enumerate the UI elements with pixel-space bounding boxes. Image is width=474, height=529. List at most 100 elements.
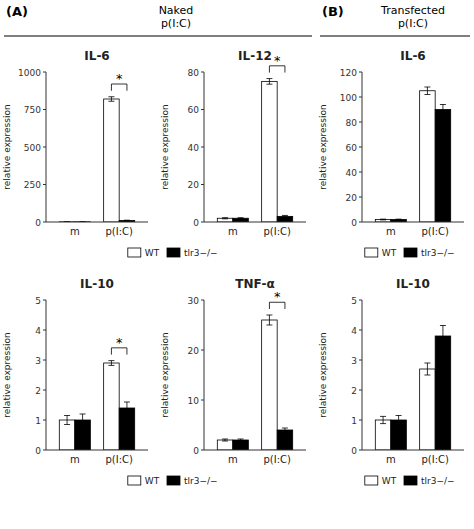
section-header-line: p(I:C) <box>161 17 191 30</box>
y-tick-label: 30 <box>188 296 200 306</box>
x-tick-label: p(I:C) <box>263 454 291 465</box>
y-tick-label: 0 <box>193 446 199 456</box>
y-tick <box>359 122 362 123</box>
y-tick <box>359 450 362 451</box>
error-bar <box>380 219 386 221</box>
significance-star: * <box>116 335 123 350</box>
y-tick-label: 40 <box>346 168 358 178</box>
y-tick-label: 0 <box>193 218 199 228</box>
legend-label: WT <box>382 476 397 486</box>
y-tick-label: 20 <box>188 180 200 190</box>
section-header: Transfectedp(I:C) <box>380 4 445 30</box>
bar <box>104 99 120 222</box>
x-tick-label: m <box>70 454 80 465</box>
y-tick-label: 0 <box>35 446 41 456</box>
y-tick <box>43 360 46 361</box>
y-tick <box>43 450 46 451</box>
header-underline <box>4 35 312 36</box>
y-axis <box>204 300 205 450</box>
significance-star: * <box>274 53 281 68</box>
legend: WTtlr3−/− <box>365 476 455 486</box>
y-tick-label: 3 <box>35 356 41 366</box>
bars <box>217 79 292 222</box>
y-tick <box>359 300 362 301</box>
error-bar <box>108 361 114 366</box>
error-bar <box>282 428 288 432</box>
chart-title: IL-12 <box>238 49 272 63</box>
y-tick-label: 250 <box>24 180 41 190</box>
bar <box>217 440 233 450</box>
x-axis <box>204 222 306 223</box>
y-tick-label: 20 <box>188 346 200 356</box>
y-tick <box>43 109 46 110</box>
subplot: 012345mp(I:C)relative expressionIL-10* <box>2 277 148 465</box>
error-bar <box>396 416 402 425</box>
y-tick-label: 2 <box>351 386 357 396</box>
y-tick-label: 100 <box>340 93 357 103</box>
y-tick <box>43 222 46 223</box>
x-tick-label: m <box>228 454 238 465</box>
bar <box>233 440 249 450</box>
y-tick <box>43 184 46 185</box>
y-tick-label: 5 <box>351 296 357 306</box>
y-tick-label: 1 <box>35 416 41 426</box>
error-bar <box>222 218 228 219</box>
y-tick <box>201 72 204 73</box>
bar <box>277 216 293 222</box>
subplot: 020406080100120mp(I:C)relative expressio… <box>318 49 464 237</box>
bar <box>435 336 451 450</box>
y-tick-label: 0 <box>351 218 357 228</box>
y-axis-label: relative expression <box>318 104 328 189</box>
panel-label: (A) <box>6 4 28 19</box>
y-tick <box>359 420 362 421</box>
y-tick-label: 1000 <box>18 68 41 78</box>
error-bar <box>108 97 114 102</box>
bar <box>277 430 293 450</box>
error-bar <box>266 315 272 325</box>
legend-label: tlr3−/− <box>184 248 218 258</box>
y-tick <box>201 109 204 110</box>
bars <box>59 97 134 222</box>
y-tick <box>43 72 46 73</box>
chart-title: IL-6 <box>84 49 109 63</box>
legend: WT tlr3−/− <box>128 248 218 258</box>
y-axis <box>46 300 47 450</box>
bar <box>233 218 249 222</box>
subplot: 020406080mp(I:C)relative expressionIL-12… <box>160 49 306 237</box>
x-tick-label: p(I:C) <box>421 226 449 237</box>
section-header-line: Naked <box>159 4 194 17</box>
y-tick <box>201 350 204 351</box>
chart-title: IL-6 <box>400 49 425 63</box>
error-bar <box>282 215 288 217</box>
bar <box>375 420 391 450</box>
y-tick <box>359 97 362 98</box>
legend-label: WT <box>382 248 397 258</box>
y-tick <box>359 72 362 73</box>
x-axis <box>46 450 148 451</box>
legend: WT tlr3−/− <box>365 248 455 258</box>
bar <box>217 218 233 222</box>
legend-swatch <box>404 476 417 485</box>
y-tick <box>359 330 362 331</box>
y-tick <box>43 390 46 391</box>
chart-title: IL-10 <box>80 277 114 291</box>
y-axis-label: relative expression <box>160 104 170 189</box>
y-tick-label: 3 <box>351 356 357 366</box>
y-tick <box>359 222 362 223</box>
legend-label: tlr3−/− <box>184 476 218 486</box>
x-axis <box>362 450 464 451</box>
bar <box>262 320 278 450</box>
legend-label: tlr3−/− <box>421 248 455 258</box>
error-bar <box>396 219 402 221</box>
y-tick-label: 120 <box>340 68 357 78</box>
y-tick <box>201 450 204 451</box>
y-tick <box>359 172 362 173</box>
chart-title: IL-10 <box>396 277 430 291</box>
error-bar <box>124 220 130 222</box>
bar <box>420 91 436 222</box>
x-tick-label: m <box>386 226 396 237</box>
legend-swatch <box>365 476 378 485</box>
legend-label: WT <box>145 248 160 258</box>
error-bar <box>424 87 430 95</box>
error-bar <box>380 416 386 423</box>
